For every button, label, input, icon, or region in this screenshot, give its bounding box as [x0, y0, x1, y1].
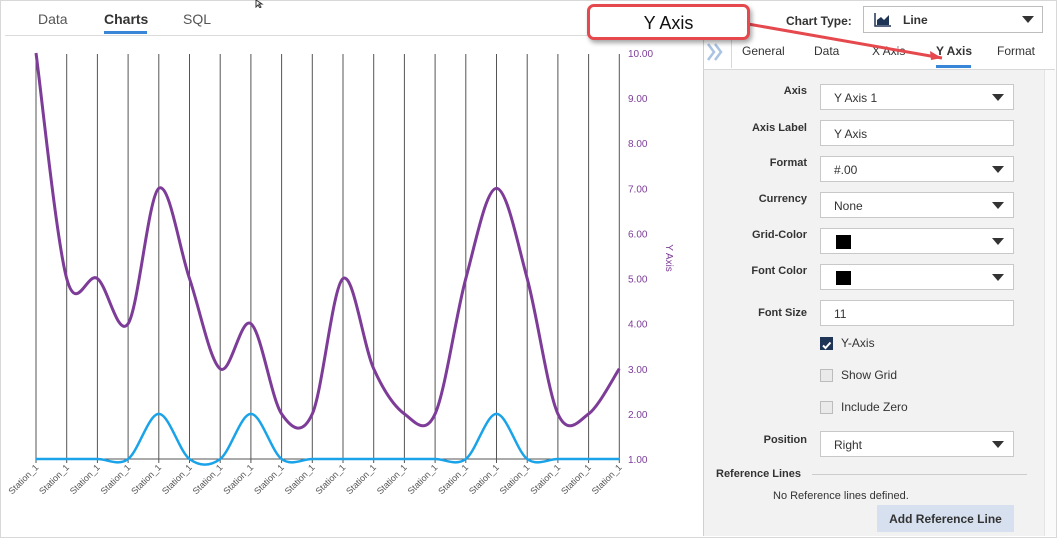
x-tick-label: Station_1: [344, 462, 378, 496]
active-side-tab-indicator: [936, 65, 971, 68]
reference-lines-heading: Reference Lines: [716, 468, 801, 480]
x-tick-label: Station_1: [37, 462, 71, 496]
reference-lines-empty-text: No Reference lines defined.: [773, 490, 909, 502]
format-select[interactable]: #.00: [820, 156, 1014, 182]
font-size-value: 11: [834, 307, 847, 321]
tab-format[interactable]: Format: [997, 44, 1036, 58]
mouse-cursor-icon: [255, 0, 264, 8]
tab-data[interactable]: Data: [38, 11, 68, 27]
callout-text: Y Axis: [643, 13, 694, 33]
currency-value: None: [834, 199, 863, 213]
x-tick-label: Station_1: [129, 462, 163, 496]
x-tick-label: Station_1: [467, 462, 501, 496]
y-tick-label: 4.00: [628, 320, 648, 331]
axis-label-input[interactable]: Y Axis: [820, 120, 1014, 146]
font-size-input[interactable]: 11: [820, 300, 1014, 326]
chevron-down-icon: [992, 238, 1004, 245]
add-reference-line-button[interactable]: Add Reference Line: [877, 505, 1014, 532]
x-tick-label: Station_1: [406, 462, 440, 496]
grid-color-swatch: [836, 235, 851, 249]
format-value: #.00: [834, 163, 858, 177]
font-color-swatch: [836, 271, 851, 285]
y-tick-label: 6.00: [628, 229, 648, 240]
y-tick-label: 8.00: [628, 139, 648, 150]
font-color-label: Font Color: [751, 265, 807, 277]
y-tick-label: 3.00: [628, 365, 648, 376]
y-axis-checkbox-label: Y-Axis: [841, 336, 875, 350]
font-color-picker[interactable]: [820, 264, 1014, 290]
axis-label-value: Y Axis: [834, 127, 868, 141]
tab-x-axis[interactable]: X Axis: [872, 44, 906, 58]
grid-color-label: Grid-Color: [752, 229, 807, 241]
divider: [5, 35, 702, 36]
y-tick-label: 2.00: [628, 410, 648, 421]
x-tick-label: Station_1: [528, 462, 562, 496]
y-tick-label: 10.00: [628, 49, 653, 60]
top-tab-bar: Data Charts SQL: [0, 0, 700, 36]
x-tick-label: Station_1: [221, 462, 255, 496]
axis-value: Y Axis 1: [834, 91, 878, 105]
x-tick-label: Station_1: [6, 462, 40, 496]
x-tick-label: Station_1: [559, 462, 593, 496]
divider: [812, 474, 1027, 475]
active-tab-indicator: [104, 31, 147, 34]
x-tick-label: Station_1: [498, 462, 532, 496]
axis-select[interactable]: Y Axis 1: [820, 84, 1014, 110]
series-line-2: [36, 412, 620, 466]
line-chart[interactable]: 1.00 2.00 3.00 4.00 5.00 6.00 7.00 8.00 9.00 10.0…: [5, 36, 702, 534]
callout-box: Y Axis: [587, 4, 750, 40]
position-label: Position: [763, 434, 807, 446]
x-tick-label: Station_1: [68, 462, 102, 496]
properties-tab-bar: [703, 36, 1055, 70]
x-tick-label: Station_1: [283, 462, 317, 496]
series-line-1: [34, 52, 621, 430]
x-tick-label: Station_1: [160, 462, 194, 496]
y-tick-label: 1.00: [628, 455, 648, 466]
y-tick-label: 9.00: [628, 94, 648, 105]
x-tick-label: Station_1: [313, 462, 347, 496]
font-size-label: Font Size: [758, 307, 807, 319]
tab-general[interactable]: General: [742, 44, 785, 58]
x-tick-label: Station_1: [590, 462, 624, 496]
grid-color-picker[interactable]: [820, 228, 1014, 254]
tab-y-axis[interactable]: Y Axis: [936, 44, 973, 58]
chevron-down-icon: [1022, 16, 1034, 23]
currency-select[interactable]: None: [820, 192, 1014, 218]
chevron-down-icon: [992, 441, 1004, 448]
area-chart-icon: [874, 13, 891, 27]
chevron-down-icon: [992, 166, 1004, 173]
y-tick-label: 5.00: [628, 275, 648, 286]
chart-type-select[interactable]: Line: [863, 6, 1043, 33]
chevron-down-icon: [992, 202, 1004, 209]
currency-label: Currency: [758, 193, 807, 205]
y-axis-title: Y Axis: [663, 244, 674, 272]
position-select[interactable]: Right: [820, 431, 1014, 457]
y-axis-checkbox[interactable]: [820, 337, 833, 350]
format-label: Format: [769, 157, 807, 169]
double-chevron-right-icon: [707, 43, 723, 61]
chevron-down-icon: [992, 274, 1004, 281]
chart-type-value: Line: [903, 13, 928, 27]
show-grid-checkbox-label: Show Grid: [841, 368, 898, 382]
y-tick-label: 7.00: [628, 184, 648, 195]
show-grid-checkbox[interactable]: [820, 369, 833, 382]
x-tick-label: Station_1: [99, 462, 133, 496]
axis-label: Axis: [783, 85, 807, 97]
checkmark-icon: [822, 341, 832, 350]
include-zero-checkbox[interactable]: [820, 401, 833, 414]
axis-label-label: Axis Label: [751, 122, 807, 134]
tab-sql[interactable]: SQL: [183, 11, 212, 27]
include-zero-checkbox-label: Include Zero: [841, 400, 908, 414]
x-tick-label: Station_1: [436, 462, 470, 496]
tab-charts[interactable]: Charts: [104, 11, 149, 27]
chart-type-label: Chart Type:: [786, 14, 852, 28]
position-value: Right: [834, 438, 863, 452]
x-tick-label: Station_1: [375, 462, 409, 496]
collapse-panel-button[interactable]: [703, 38, 732, 68]
x-tick-label: Station_1: [252, 462, 286, 496]
tab-data-settings[interactable]: Data: [814, 44, 840, 58]
panel-scrollbar[interactable]: [1044, 70, 1056, 536]
chevron-down-icon: [992, 94, 1004, 101]
x-tick-label: Station_1: [191, 462, 225, 496]
